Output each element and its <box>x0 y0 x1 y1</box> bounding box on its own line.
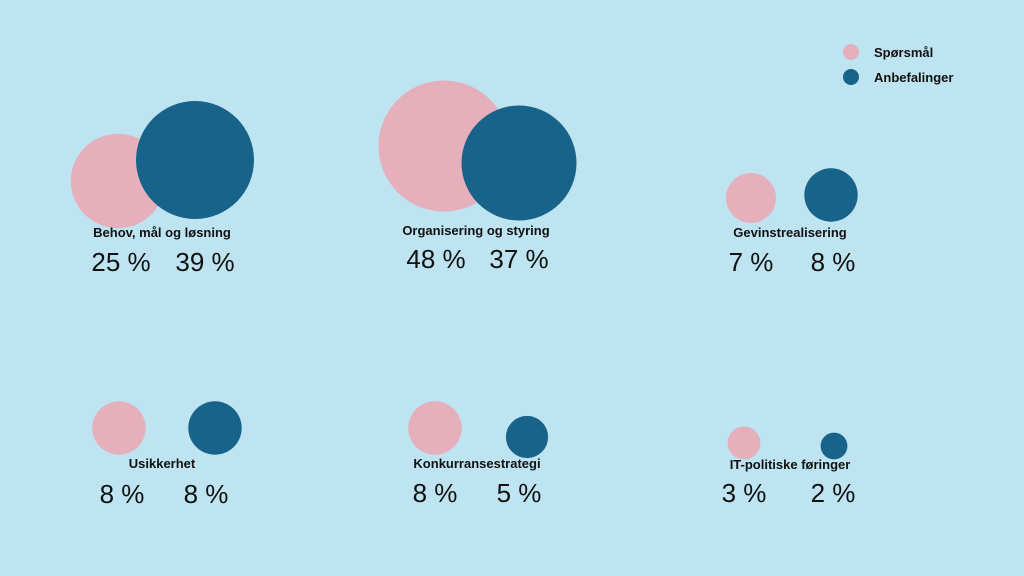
value-label-sporsmal: 8 % <box>413 478 458 508</box>
category-label: Konkurransestrategi <box>413 456 540 471</box>
value-label-anbefalinger: 8 % <box>811 247 856 277</box>
legend: Spørsmål Anbefalinger <box>843 44 953 85</box>
value-label-sporsmal: 3 % <box>722 478 767 508</box>
value-label-anbefalinger: 8 % <box>184 479 229 509</box>
bubbles <box>70 80 858 460</box>
legend-label-anbefalinger: Anbefalinger <box>874 70 953 85</box>
category-label: IT-politiske føringer <box>730 457 851 472</box>
bubble-anbefalinger <box>188 401 242 455</box>
value-label-anbefalinger: 5 % <box>497 478 542 508</box>
legend-swatch-anbefalinger <box>843 69 859 85</box>
value-label-sporsmal: 7 % <box>729 247 774 277</box>
value-label-anbefalinger: 2 % <box>811 478 856 508</box>
category-label: Usikkerhet <box>129 456 196 471</box>
value-label-sporsmal: 25 % <box>91 247 150 277</box>
legend-label-sporsmal: Spørsmål <box>874 45 933 60</box>
value-label-anbefalinger: 39 % <box>175 247 234 277</box>
bubble-anbefalinger <box>505 415 549 459</box>
bubble-sporsmal <box>726 173 776 223</box>
value-label-sporsmal: 8 % <box>100 479 145 509</box>
value-label-sporsmal: 48 % <box>406 244 465 274</box>
bubble-sporsmal <box>92 401 146 455</box>
bubble-sporsmal <box>727 426 761 460</box>
bubble-anbefalinger <box>136 101 254 219</box>
labels: Behov, mål og løsning 25 % 39 % Organiserin… <box>91 223 855 509</box>
category-label: Behov, mål og løsning <box>93 225 231 240</box>
category-label: Organisering og styring <box>402 223 549 238</box>
legend-swatch-sporsmal <box>843 44 859 60</box>
bubble-anbefalinger <box>461 105 577 221</box>
bubble-anbefalinger <box>820 432 848 460</box>
bubble-sporsmal <box>408 401 462 455</box>
value-label-anbefalinger: 37 % <box>489 244 548 274</box>
bubble-anbefalinger <box>804 168 858 222</box>
category-label: Gevinstrealisering <box>733 225 846 240</box>
